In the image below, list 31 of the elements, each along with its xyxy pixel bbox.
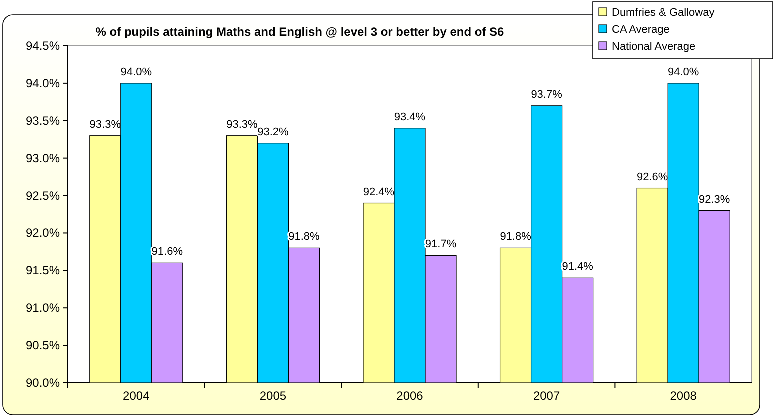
y-tick-label: 90.5%	[26, 338, 60, 353]
legend-label: National Average	[612, 41, 696, 53]
data-label: 91.6%	[152, 246, 184, 258]
y-tick-label: 90.0%	[26, 376, 60, 390]
y-tick-label: 92.0%	[26, 226, 60, 240]
y-tick-label: 91.5%	[26, 264, 60, 278]
data-label: 92.6%	[636, 171, 668, 184]
legend-label: CA Average	[612, 24, 670, 36]
data-label: 93.4%	[394, 111, 426, 124]
data-label: 92.3%	[699, 194, 730, 206]
data-label: 91.8%	[288, 231, 320, 244]
data-label: 94.0%	[668, 66, 700, 78]
data-label: 94.0%	[120, 66, 152, 78]
x-tick-label: 2007	[533, 389, 560, 403]
y-tick-label: 91.0%	[26, 301, 60, 316]
y-tick-label: 92.5%	[26, 188, 60, 203]
y-tick-label: 93.0%	[26, 151, 60, 166]
data-label: 91.8%	[500, 231, 532, 244]
data-label: 93.3%	[226, 118, 258, 131]
y-tick-label: 93.5%	[26, 114, 60, 128]
x-tick-label: 2008	[670, 389, 698, 403]
y-tick-label: 94.5%	[26, 39, 60, 53]
data-label: 93.2%	[258, 126, 290, 138]
y-tick-label: 94.0%	[26, 76, 60, 90]
chart-title: % of pupils attaining Maths and English @ level 3 or better by end of S6	[96, 25, 505, 39]
data-label: 93.7%	[531, 88, 563, 101]
x-tick-label: 2004	[123, 389, 150, 403]
legend-label: Dumfries & Galloway	[612, 7, 716, 19]
data-label: 91.4%	[562, 261, 594, 274]
x-tick-label: 2005	[260, 389, 287, 403]
x-tick-label: 2006	[396, 389, 424, 403]
